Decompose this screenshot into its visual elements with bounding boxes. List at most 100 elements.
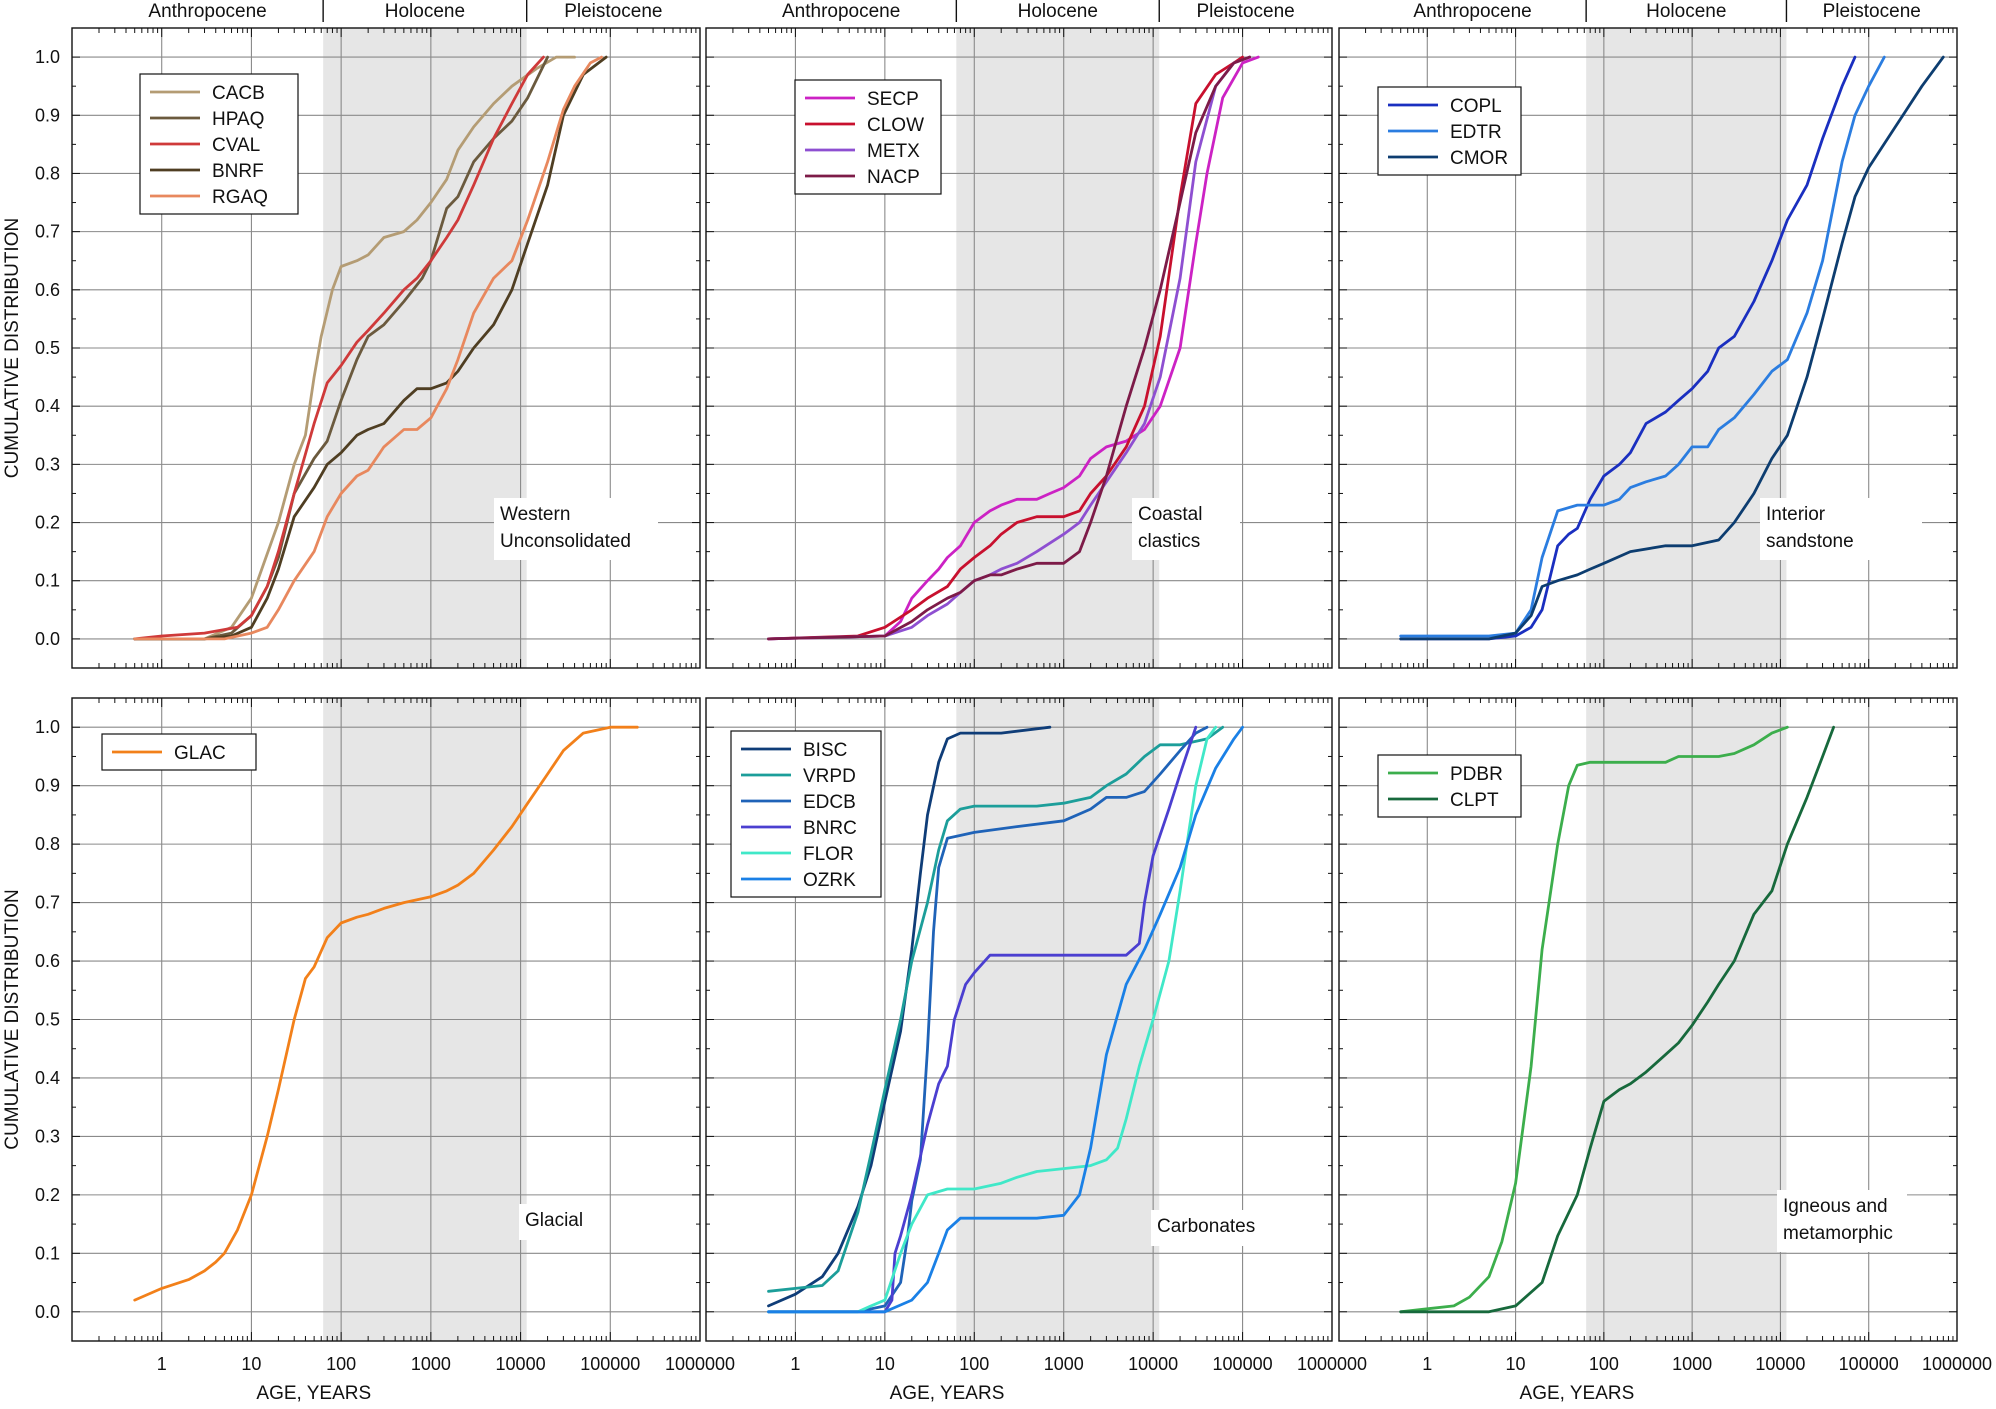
legend-label-secp: SECP bbox=[867, 89, 919, 110]
x-tick-label: 100000 bbox=[580, 1354, 640, 1374]
y-tick-label: 0.0 bbox=[35, 629, 60, 649]
x-tick-label: 100 bbox=[959, 1354, 989, 1374]
annotation-text: sandstone bbox=[1766, 531, 1854, 552]
legend-label-cval: CVAL bbox=[212, 135, 260, 156]
y-tick-label: 0.3 bbox=[35, 454, 60, 474]
legend-label-ozrk: OZRK bbox=[803, 870, 856, 891]
y-tick-label: 0.1 bbox=[35, 571, 60, 591]
legend-label-hpaq: HPAQ bbox=[212, 109, 264, 130]
annotation-text: Carbonates bbox=[1157, 1216, 1255, 1237]
x-tick-label: 1000000 bbox=[665, 1354, 735, 1374]
annotation-text: clastics bbox=[1138, 531, 1200, 552]
legend-box bbox=[1377, 754, 1522, 818]
x-tick-label: 10 bbox=[1506, 1354, 1526, 1374]
y-tick-label: 0.5 bbox=[35, 338, 60, 358]
series-line-vrpd bbox=[767, 725, 1225, 1293]
epoch-label-holocene: Holocene bbox=[385, 1, 465, 22]
series-line-edtr bbox=[1399, 55, 1886, 638]
epoch-label-holocene: Holocene bbox=[1018, 1, 1098, 22]
series-line-cval bbox=[133, 55, 545, 641]
annotation-box bbox=[1777, 1190, 1907, 1252]
legend-box bbox=[730, 730, 882, 898]
annotation-box bbox=[494, 498, 658, 560]
x-axis-label: AGE, YEARS bbox=[256, 1383, 371, 1404]
series-line-cacb bbox=[133, 55, 576, 641]
legend-label-nacp: NACP bbox=[867, 167, 920, 188]
y-tick-label: 0.9 bbox=[35, 105, 60, 125]
y-axis-label: CUMULATIVE DISTRIBUTION bbox=[2, 218, 23, 478]
series-line-glac bbox=[133, 725, 639, 1302]
annotation-text: Glacial bbox=[525, 1210, 583, 1231]
x-tick-label: 1 bbox=[157, 1354, 167, 1374]
annotation-text: Igneous and bbox=[1783, 1196, 1888, 1217]
annotation-text: Unconsolidated bbox=[500, 531, 631, 552]
y-tick-label: 1.0 bbox=[35, 717, 60, 737]
epoch-label-pleistocene: Pleistocene bbox=[564, 1, 662, 22]
series-line-clpt bbox=[1399, 725, 1835, 1314]
chart-panel-top-right: Anthropocene Holocene Pleistocene Interior s… bbox=[1338, 0, 1958, 669]
x-tick-label: 100 bbox=[326, 1354, 356, 1374]
chart-panel-bottom-right: 1 10 100 1000 10000 100000 1000000 AGE, YEARS Ig… bbox=[1338, 697, 1992, 1404]
annotation-text: metamorphic bbox=[1783, 1223, 1893, 1244]
x-tick-label: 10000 bbox=[1128, 1354, 1178, 1374]
legend-label-bisc: BISC bbox=[803, 740, 847, 761]
x-tick-label: 100 bbox=[1589, 1354, 1619, 1374]
series-line-bnrc bbox=[767, 725, 1198, 1314]
legend-label-clow: CLOW bbox=[867, 115, 924, 136]
x-tick-label: 10 bbox=[241, 1354, 261, 1374]
x-tick-label: 1000 bbox=[1044, 1354, 1084, 1374]
legend-label-clpt: CLPT bbox=[1450, 790, 1499, 811]
legend-label-cmor: CMOR bbox=[1450, 148, 1508, 169]
annotation-text: Coastal bbox=[1138, 504, 1202, 525]
y-tick-label: 0.8 bbox=[35, 163, 60, 183]
legend-label-metx: METX bbox=[867, 141, 920, 162]
x-tick-label: 10 bbox=[875, 1354, 895, 1374]
legend-label-glac: GLAC bbox=[174, 743, 226, 764]
y-tick-label: 0.6 bbox=[35, 951, 60, 971]
series-line-clow bbox=[767, 55, 1244, 641]
x-tick-label: 1000000 bbox=[1922, 1354, 1992, 1374]
x-tick-label: 1000 bbox=[1672, 1354, 1712, 1374]
y-tick-label: 0.0 bbox=[35, 1302, 60, 1322]
chart-panel-top-middle: Anthropocene Holocene Pleistocene Coastal cl… bbox=[705, 0, 1333, 669]
series-line-bnrf bbox=[133, 55, 608, 641]
legend-label-edtr: EDTR bbox=[1450, 122, 1502, 143]
y-tick-label: 0.5 bbox=[35, 1010, 60, 1030]
x-tick-label: 1 bbox=[790, 1354, 800, 1374]
legend-label-bnrf: BNRF bbox=[212, 161, 264, 182]
annotation-box bbox=[519, 1204, 601, 1240]
x-axis-label: AGE, YEARS bbox=[1520, 1383, 1635, 1404]
annotation-box bbox=[1132, 498, 1240, 560]
epoch-label-pleistocene: Pleistocene bbox=[1197, 1, 1295, 22]
epoch-label-anthropocene: Anthropocene bbox=[782, 1, 900, 22]
chart-panel-bottom-left: 0.0 0.1 0.2 0.3 0.4 0.5 0.6 0.7 0.8 0.9 1.0 CUMULAT… bbox=[2, 697, 735, 1404]
x-tick-label: 1000 bbox=[411, 1354, 451, 1374]
annotation-text: Interior bbox=[1766, 504, 1826, 525]
epoch-label-anthropocene: Anthropocene bbox=[148, 1, 266, 22]
y-tick-label: 1.0 bbox=[35, 47, 60, 67]
annotation-box bbox=[1151, 1210, 1267, 1246]
series-line-ozrk bbox=[767, 725, 1244, 1314]
series-line-metx bbox=[767, 55, 1252, 641]
legend-label-copl: COPL bbox=[1450, 96, 1502, 117]
chart-panel-top-left: 0.0 0.1 0.2 0.3 0.4 0.5 0.6 0.7 0.8 0.9 1.0 CUMULAT… bbox=[2, 0, 701, 669]
legend-label-cacb: CACB bbox=[212, 83, 265, 104]
y-tick-label: 0.4 bbox=[35, 1068, 60, 1088]
y-tick-label: 0.2 bbox=[35, 513, 60, 533]
y-tick-label: 0.3 bbox=[35, 1126, 60, 1146]
x-tick-label: 10000 bbox=[496, 1354, 546, 1374]
y-tick-label: 0.7 bbox=[35, 222, 60, 242]
y-tick-label: 0.4 bbox=[35, 396, 60, 416]
legend-label-pdbr: PDBR bbox=[1450, 764, 1503, 785]
series-line-secp bbox=[767, 55, 1260, 641]
x-tick-label: 1 bbox=[1422, 1354, 1432, 1374]
series-line-copl bbox=[1399, 55, 1857, 641]
x-axis-label: AGE, YEARS bbox=[890, 1383, 1005, 1404]
legend-label-rgaq: RGAQ bbox=[212, 187, 268, 208]
y-axis-label: CUMULATIVE DISTRIBUTION bbox=[2, 889, 23, 1149]
epoch-label-holocene: Holocene bbox=[1646, 1, 1726, 22]
series-line-edcb bbox=[767, 725, 1209, 1314]
series-line-flor bbox=[767, 725, 1218, 1314]
annotation-box bbox=[1760, 498, 1922, 560]
y-tick-label: 0.2 bbox=[35, 1185, 60, 1205]
